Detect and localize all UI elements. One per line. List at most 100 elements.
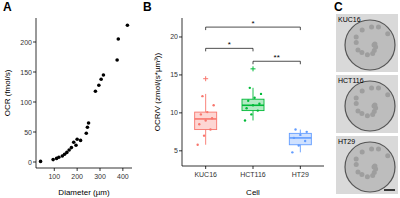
point bbox=[116, 37, 120, 41]
point bbox=[204, 119, 206, 121]
y-tick-label: 200 bbox=[20, 39, 32, 46]
point bbox=[79, 139, 83, 143]
y-axis bbox=[36, 18, 37, 168]
y-tick-label: 50 bbox=[24, 129, 32, 136]
spheroid bbox=[345, 142, 395, 192]
texture bbox=[385, 31, 390, 36]
texture bbox=[355, 47, 360, 52]
x-tick bbox=[205, 166, 206, 169]
texture bbox=[354, 34, 359, 39]
y-tick bbox=[179, 112, 182, 113]
point bbox=[102, 73, 106, 77]
y-tick bbox=[33, 132, 36, 133]
point bbox=[212, 104, 214, 106]
texture bbox=[354, 162, 359, 167]
panel-label: A bbox=[3, 0, 12, 14]
texture bbox=[385, 153, 390, 158]
point bbox=[291, 151, 293, 153]
y-tick bbox=[33, 102, 36, 103]
texture bbox=[360, 27, 365, 32]
point bbox=[245, 107, 247, 109]
point bbox=[258, 103, 260, 105]
texture bbox=[369, 25, 374, 30]
point bbox=[74, 143, 78, 147]
point bbox=[94, 89, 98, 93]
y-tick-label: 100 bbox=[20, 99, 32, 106]
y-tick bbox=[179, 36, 182, 37]
point bbox=[247, 100, 249, 102]
texture bbox=[355, 169, 360, 174]
texture bbox=[365, 113, 370, 118]
figure: A050100150200100200300400Diameter (µm)OC… bbox=[0, 0, 400, 198]
texture bbox=[370, 112, 375, 117]
point bbox=[39, 160, 43, 164]
y-axis-label: OCR/V (zmol/(s*µm³)) bbox=[153, 52, 162, 131]
texture bbox=[372, 163, 377, 168]
point bbox=[72, 140, 76, 144]
image-frame bbox=[336, 136, 398, 194]
whisker bbox=[300, 145, 301, 153]
point bbox=[126, 23, 130, 27]
texture bbox=[372, 102, 377, 107]
y-tick-label: 0 bbox=[28, 159, 32, 166]
image-frame bbox=[336, 75, 398, 133]
y-tick bbox=[33, 42, 36, 43]
x-tick-label: HT29 bbox=[292, 171, 309, 178]
y-tick-label: 150 bbox=[20, 69, 32, 76]
texture bbox=[360, 149, 365, 154]
point bbox=[257, 109, 259, 111]
y-tick bbox=[33, 72, 36, 73]
texture bbox=[365, 174, 370, 179]
texture bbox=[354, 101, 359, 106]
texture bbox=[354, 156, 359, 161]
whisker bbox=[253, 88, 254, 99]
point bbox=[299, 134, 301, 136]
texture bbox=[370, 173, 375, 178]
point bbox=[84, 131, 88, 135]
image-label: HT29 bbox=[338, 138, 355, 145]
point bbox=[304, 140, 306, 142]
x-tick bbox=[300, 166, 301, 169]
whisker bbox=[300, 130, 301, 134]
scale-bar bbox=[384, 189, 395, 191]
point bbox=[57, 155, 61, 159]
point bbox=[70, 146, 74, 150]
texture bbox=[355, 108, 360, 113]
image-frame bbox=[336, 14, 398, 72]
box bbox=[242, 99, 264, 110]
texture bbox=[369, 147, 374, 152]
y-tick bbox=[179, 74, 182, 75]
panel-label: B bbox=[143, 0, 152, 14]
point bbox=[298, 144, 300, 146]
texture bbox=[376, 85, 381, 90]
point bbox=[252, 104, 254, 106]
point bbox=[253, 96, 255, 98]
point bbox=[211, 117, 213, 119]
y-tick bbox=[33, 162, 36, 163]
x-tick-label: 400 bbox=[117, 173, 129, 180]
x-tick-label: HCT116 bbox=[240, 171, 266, 178]
y-axis bbox=[182, 18, 183, 166]
texture bbox=[385, 92, 390, 97]
median bbox=[289, 137, 311, 139]
point bbox=[97, 83, 101, 87]
box bbox=[195, 112, 217, 129]
texture bbox=[369, 86, 374, 91]
point bbox=[203, 134, 205, 136]
box bbox=[289, 133, 311, 144]
plot-area bbox=[195, 27, 312, 153]
x-tick-label: KUC16 bbox=[194, 171, 217, 178]
point bbox=[201, 95, 203, 97]
texture bbox=[354, 40, 359, 45]
x-axis bbox=[36, 168, 132, 169]
x-tick bbox=[54, 168, 55, 171]
point bbox=[87, 121, 91, 125]
plot-area bbox=[39, 23, 129, 163]
x-axis-label: Cell bbox=[246, 188, 260, 197]
texture bbox=[370, 51, 375, 56]
y-tick-label: 20 bbox=[170, 33, 178, 40]
point bbox=[200, 113, 202, 115]
point bbox=[250, 113, 252, 115]
x-tick bbox=[100, 168, 101, 171]
spheroid bbox=[345, 20, 395, 70]
